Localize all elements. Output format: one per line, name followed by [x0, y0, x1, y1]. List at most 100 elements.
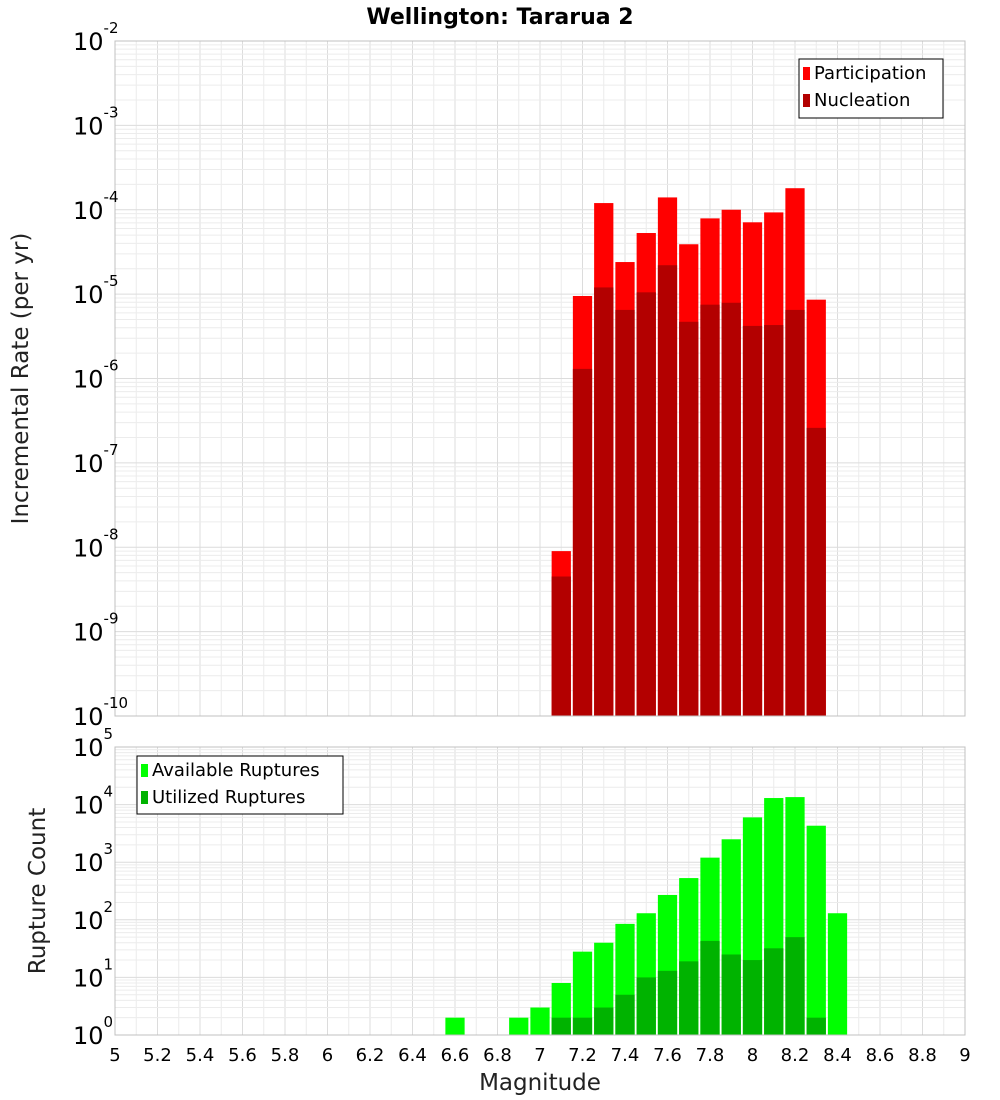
x-tick-label: 7.6	[653, 1045, 682, 1066]
x-tick-label: 9	[959, 1045, 970, 1066]
bar-available-ruptures	[530, 1007, 550, 1035]
bar-available-ruptures	[827, 913, 848, 1035]
counts-panel: 100 101 102 103 104 1 0 5 Rupture Count Available…	[25, 725, 966, 1050]
y-tick-label: 10-8	[73, 525, 119, 562]
bar-overlay-utilized-ruptures	[594, 1007, 614, 1035]
bar-overlay-nucleation	[700, 304, 720, 716]
rates-panel: 10-1010-910-810-710-610-510-410-310-2Inc…	[8, 19, 966, 731]
bar-overlay-nucleation	[615, 309, 635, 716]
x-tick-label: 6.2	[356, 1045, 385, 1066]
x-tick-label: 5.8	[271, 1045, 300, 1066]
bar-overlay-nucleation	[657, 265, 678, 716]
legend-label: Available Ruptures	[152, 760, 320, 781]
x-tick-label: 7.4	[611, 1045, 640, 1066]
bar-overlay-nucleation	[721, 302, 741, 716]
bar-overlay-utilized-ruptures	[636, 977, 656, 1035]
x-tick-label: 5.6	[228, 1045, 257, 1066]
legend-label: Participation	[814, 63, 926, 84]
y-tick-exponent: -6	[104, 357, 119, 375]
y-tick-exponent: -8	[104, 525, 119, 543]
x-tick-label: 8	[747, 1045, 758, 1066]
bar-overlay-utilized-ruptures	[742, 960, 763, 1035]
legend-label: Nucleation	[814, 90, 910, 111]
y-tick-label: 10-3	[73, 103, 119, 140]
y-tick-exponent: 2	[104, 898, 114, 916]
x-axis-label: Magnitude	[479, 1070, 601, 1096]
x-tick-label: 7.8	[696, 1045, 725, 1066]
bar-overlay-nucleation	[551, 576, 571, 716]
y-tick-exponent: 4	[104, 783, 114, 801]
legend-swatch	[803, 67, 810, 80]
y-tick-label: 104	[73, 783, 113, 820]
chart-title: Wellington: Tararua 2	[366, 5, 633, 30]
bar-overlay-utilized-ruptures	[806, 1017, 826, 1035]
bar-overlay-utilized-ruptures	[721, 954, 741, 1035]
legend	[798, 58, 944, 119]
legend-label: Utilized Ruptures	[152, 787, 305, 808]
y-tick-label: 103	[73, 840, 113, 877]
bar-available-ruptures	[572, 951, 593, 1035]
y-tick-label: 102	[73, 898, 113, 935]
bar-overlay-utilized-ruptures	[551, 1017, 571, 1035]
x-tick-label: 8.6	[866, 1045, 895, 1066]
y-tick-exponent: -4	[104, 188, 119, 206]
y-tick-exponent: -5	[104, 272, 119, 290]
y-axis-label: Incremental Rate (per yr)	[8, 233, 34, 525]
x-tick-label: 7.2	[568, 1045, 597, 1066]
bar-overlay-utilized-ruptures	[764, 948, 784, 1035]
y-tick-label: 10-7	[73, 441, 119, 478]
legend	[136, 755, 344, 815]
x-tick-label: 6.4	[398, 1045, 427, 1066]
bar-overlay-nucleation	[679, 321, 699, 716]
bar-overlay-nucleation	[764, 325, 784, 716]
bar-overlay-nucleation	[806, 427, 826, 716]
x-tick-label: 8.4	[823, 1045, 852, 1066]
x-tick-label: 5.4	[186, 1045, 215, 1066]
legend-swatch	[141, 764, 148, 777]
y-tick-label: 10-6	[73, 357, 119, 394]
bar-available-ruptures	[509, 1017, 529, 1035]
bar-overlay-utilized-ruptures	[657, 970, 678, 1035]
x-tick-label: 6.8	[483, 1045, 512, 1066]
x-tick-label: 5	[109, 1045, 120, 1066]
y-tick-label: 101	[73, 955, 113, 992]
y-tick-exponent: -10	[104, 694, 129, 712]
bar-available-ruptures	[445, 1017, 465, 1035]
bar-overlay-nucleation	[594, 287, 614, 716]
y-tick-exponent: -7	[104, 441, 119, 459]
y-tick-exponent: 0	[104, 1013, 114, 1031]
bar-overlay-utilized-ruptures	[700, 940, 720, 1035]
plot-border	[114, 746, 966, 1036]
y-tick-label: 10-4	[73, 188, 119, 225]
y-tick-exponent: 3	[104, 840, 114, 858]
bar-overlay-utilized-ruptures	[615, 994, 635, 1035]
legend-swatch	[141, 791, 148, 804]
y-tick-exponent: 5	[104, 725, 114, 743]
y-axis-label: Rupture Count	[25, 808, 51, 974]
y-tick-label: 10-5	[73, 272, 119, 309]
bar-overlay-nucleation	[636, 292, 656, 716]
bar-overlay-nucleation	[572, 368, 593, 716]
y-tick-label: 10-2	[73, 19, 119, 56]
bar-overlay-nucleation	[742, 325, 763, 716]
y-tick-exponent: -2	[104, 19, 119, 37]
bar-available-ruptures	[806, 825, 826, 1035]
bar-overlay-utilized-ruptures	[679, 961, 699, 1035]
x-tick-label: 7	[534, 1045, 545, 1066]
bar-overlay-utilized-ruptures	[572, 1017, 593, 1035]
bar-overlay-utilized-ruptures	[785, 937, 805, 1035]
x-tick-label: 8.8	[908, 1045, 937, 1066]
x-tick-label: 8.2	[781, 1045, 810, 1066]
x-tick-label: 5.2	[143, 1045, 172, 1066]
x-tick-label: 6.6	[441, 1045, 470, 1066]
y-tick-exponent: 1	[104, 955, 114, 973]
y-tick-label: 10-9	[73, 610, 119, 647]
bar-overlay-nucleation	[785, 309, 805, 716]
plot-border	[114, 40, 966, 717]
y-tick-exponent: -9	[104, 610, 119, 628]
y-tick-label: 100	[73, 1013, 113, 1050]
legend-swatch	[803, 94, 810, 107]
y-tick-exponent: -3	[104, 103, 119, 121]
x-tick-label: 6	[322, 1045, 333, 1066]
